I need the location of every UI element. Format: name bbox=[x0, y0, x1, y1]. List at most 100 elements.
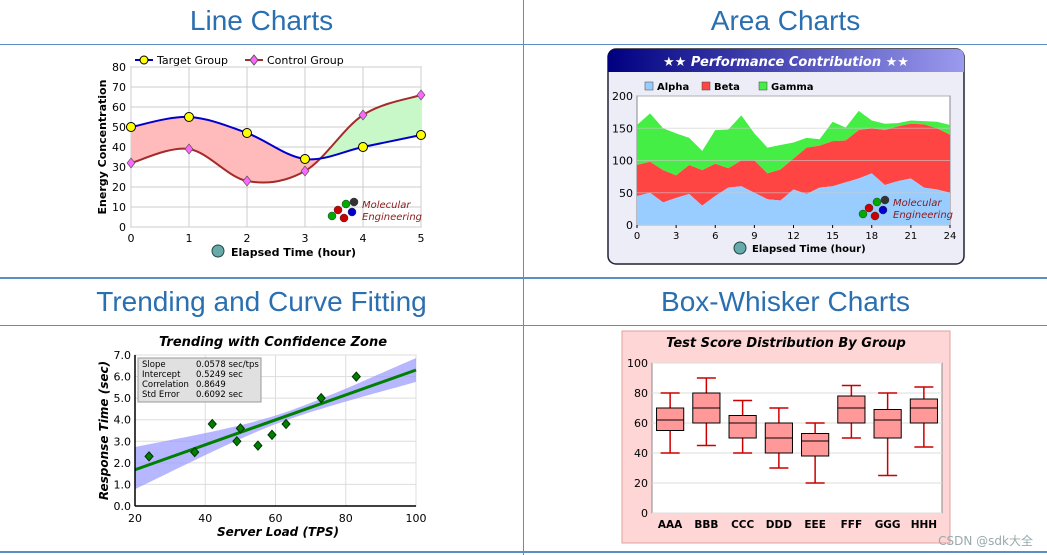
legend-control-label: Control Group bbox=[267, 54, 344, 67]
legend-swatch bbox=[644, 81, 654, 91]
box-aaa bbox=[656, 407, 685, 431]
confidence-zone bbox=[135, 358, 416, 490]
logo-text-line1: Molecular bbox=[362, 200, 411, 211]
x-axis-label: Server Load (TPS) bbox=[217, 525, 339, 539]
area-alpha bbox=[637, 173, 950, 225]
chart-title-bar bbox=[608, 49, 964, 72]
category-label: EEE bbox=[804, 519, 826, 531]
molecule-atom bbox=[349, 197, 359, 207]
y-tick-label: 7.0 bbox=[114, 349, 132, 362]
stats-value: 0.5249 sec bbox=[196, 370, 243, 380]
category-label: GGG bbox=[875, 519, 901, 531]
box-eee bbox=[801, 433, 830, 457]
stats-label: Slope bbox=[142, 360, 166, 370]
molecule-atom bbox=[880, 195, 890, 205]
logo-text-line2: Engineering bbox=[893, 210, 953, 221]
target-group-point bbox=[242, 128, 252, 138]
x-tick-label: 15 bbox=[826, 231, 839, 242]
category-label: HHH bbox=[911, 519, 937, 531]
center-divider bbox=[523, 0, 524, 555]
chart-title: ★★ Performance Contribution ★★ bbox=[663, 55, 909, 70]
legend-control-marker bbox=[249, 54, 259, 66]
molecule-atom bbox=[870, 211, 880, 221]
category-label: DDD bbox=[766, 519, 792, 531]
x-tick-label: 0 bbox=[634, 231, 640, 242]
box-whisker-title: Box-Whisker Charts bbox=[661, 286, 910, 317]
y-tick-label: 2.0 bbox=[114, 457, 132, 470]
molecule-atom bbox=[878, 205, 888, 215]
clock-icon bbox=[733, 241, 747, 255]
y-tick-label: 0 bbox=[119, 221, 126, 234]
x-tick-label: 40 bbox=[198, 512, 212, 525]
y-tick-label: 50 bbox=[619, 187, 633, 200]
data-point bbox=[281, 418, 291, 430]
legend-target-label: Target Group bbox=[156, 54, 228, 67]
control-group-point bbox=[300, 165, 310, 177]
logo-text-line1: Molecular bbox=[893, 198, 942, 209]
molecule-atom bbox=[333, 205, 343, 215]
x-tick-label: 3 bbox=[673, 231, 679, 242]
target-group-point bbox=[358, 142, 368, 152]
box-hhh bbox=[909, 398, 938, 424]
y-tick-label: 60 bbox=[112, 101, 126, 114]
trend-chart: Trending with Confidence Zone 0.0 1.0 2.0 3.… bbox=[97, 335, 427, 539]
stats-value: 0.8649 bbox=[196, 380, 226, 390]
y-tick-label: 0.0 bbox=[114, 500, 132, 513]
x-tick-label: 0 bbox=[128, 232, 135, 245]
y-tick-label: 5.0 bbox=[114, 392, 132, 405]
y-tick-label: 40 bbox=[634, 447, 648, 460]
control-group-point bbox=[126, 157, 136, 169]
y-tick-label: 20 bbox=[112, 181, 126, 194]
data-point bbox=[267, 429, 277, 441]
control-group-point bbox=[416, 89, 426, 101]
molecule-atom bbox=[341, 199, 351, 209]
data-point bbox=[351, 371, 361, 382]
stats-label: Intercept bbox=[142, 370, 181, 380]
x-tick-label: 2 bbox=[244, 232, 251, 245]
stats-value: 0.6092 sec bbox=[196, 390, 243, 400]
y-tick-label: 0 bbox=[626, 219, 633, 232]
x-tick-label: 18 bbox=[865, 231, 878, 242]
molecule-atom bbox=[872, 197, 882, 207]
area-beta bbox=[637, 123, 950, 206]
x-tick-label: 4 bbox=[360, 232, 367, 245]
trend-line bbox=[134, 368, 417, 472]
category-label: BBB bbox=[694, 519, 718, 531]
box-ggg bbox=[873, 409, 902, 439]
y-tick-label: 4.0 bbox=[114, 414, 132, 427]
x-axis-label: Elapsed Time (hour) bbox=[231, 246, 356, 259]
stats-label: Std Error bbox=[142, 390, 180, 400]
legend-swatch bbox=[758, 81, 768, 91]
molecule-atom bbox=[347, 207, 357, 217]
chart-title: Test Score Distribution By Group bbox=[666, 336, 906, 351]
y-tick-label: 40 bbox=[112, 141, 126, 154]
x-tick-label: 21 bbox=[905, 231, 918, 242]
y-tick-label: 80 bbox=[634, 387, 648, 400]
box-ccc bbox=[728, 415, 757, 439]
area-chart: ★★ Performance Contribution ★★0501001502… bbox=[607, 48, 965, 265]
y-tick-label: 50 bbox=[112, 121, 126, 134]
x-tick-label: 5 bbox=[418, 232, 425, 245]
legend-label: Alpha bbox=[657, 82, 689, 93]
trending-title: Trending and Curve Fitting bbox=[96, 286, 427, 317]
control-group-point bbox=[242, 175, 252, 187]
line-charts-title: Line Charts bbox=[189, 5, 334, 36]
data-point bbox=[232, 436, 242, 447]
y-tick-label: 70 bbox=[112, 81, 126, 94]
x-tick-label: 1 bbox=[186, 232, 193, 245]
y-tick-label: 30 bbox=[112, 161, 126, 174]
y-tick-label: 200 bbox=[612, 90, 633, 103]
legend-label: Gamma bbox=[771, 82, 814, 93]
molecule-atom bbox=[339, 213, 349, 223]
x-tick-label: 24 bbox=[944, 231, 957, 242]
y-tick-label: 1.0 bbox=[114, 478, 132, 491]
stats-box bbox=[137, 357, 262, 403]
data-point bbox=[253, 440, 263, 451]
control-group-point bbox=[184, 143, 194, 155]
x-tick-label: 20 bbox=[128, 512, 142, 525]
y-axis-label: Response Time (sec) bbox=[97, 361, 111, 500]
legend-label: Beta bbox=[714, 82, 740, 93]
target-group-point bbox=[300, 154, 310, 164]
y-tick-label: 6.0 bbox=[114, 371, 132, 384]
stats-label: Correlation bbox=[142, 380, 189, 390]
